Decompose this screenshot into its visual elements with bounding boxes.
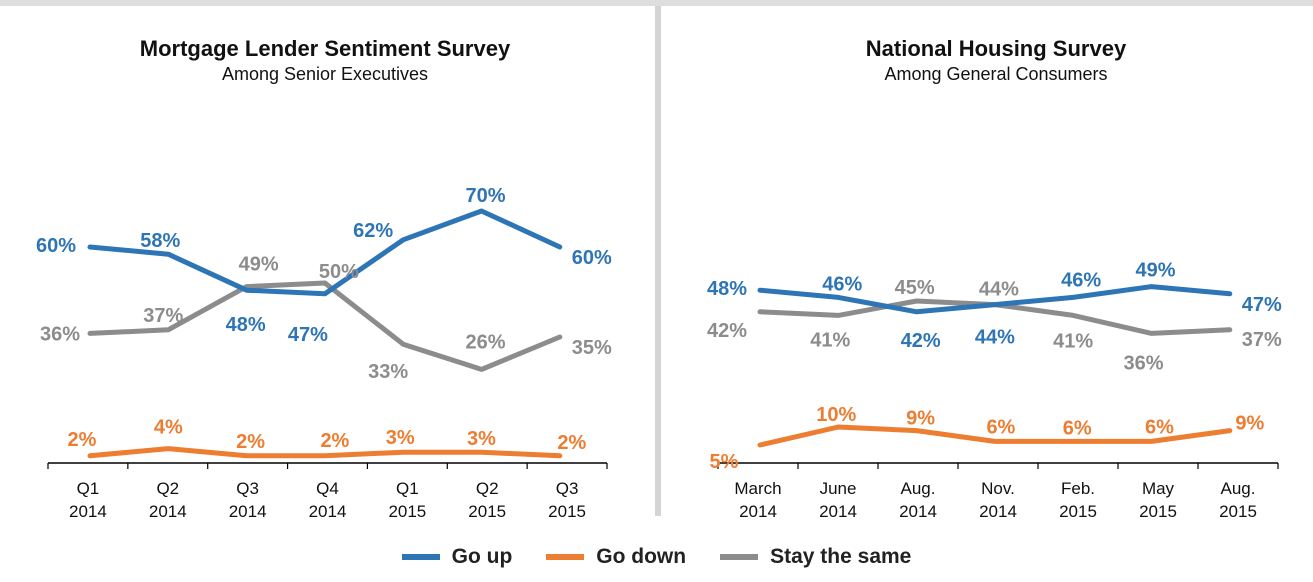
data-label-down: 3% (467, 428, 496, 450)
x-tick-label: Q3 (556, 479, 579, 498)
legend: Go up Go down Stay the same (0, 540, 1313, 574)
x-tick-label: March (734, 479, 781, 498)
x-tick-label: May (1142, 479, 1175, 498)
data-label-same: 45% (895, 277, 935, 299)
data-label-down: 2% (236, 431, 265, 453)
legend-swatch-stay-the-same (720, 554, 759, 560)
legend-label-go-up: Go up (451, 545, 513, 568)
chart-subtitle-left: Among Senior Executives (221, 64, 429, 84)
data-label-up: 49% (1135, 260, 1175, 282)
x-tick-label: 2014 (69, 502, 107, 521)
legend-label-stay-the-same: Stay the same (770, 545, 912, 568)
data-label-up: 62% (353, 220, 393, 242)
x-tick-label: Q2 (156, 479, 179, 498)
data-label-same: 36% (40, 323, 80, 345)
chart-title-right: National Housing Survey (865, 36, 1127, 61)
x-tick-label: Q1 (77, 479, 100, 498)
series-line-up (87, 208, 563, 297)
x-tick-label: 2015 (468, 502, 506, 521)
data-label-same: 41% (1053, 330, 1093, 352)
data-label-up: 48% (226, 314, 266, 336)
x-tick-label: 2014 (979, 502, 1017, 521)
data-label-down: 2% (68, 429, 97, 451)
chart-panel-1: March 2014 June 2014 Aug. 2014 Nov. 2014 Feb. 201… (707, 260, 1282, 521)
data-label-down: 3% (386, 427, 415, 449)
chart-panel-0: Q1 2014 Q2 2014 Q3 2014 Q4 2014 Q1 2015 Q2 2015 Q3 20… (36, 185, 612, 521)
data-label-same: 35% (572, 337, 612, 359)
x-tick-label: 2015 (1059, 502, 1097, 521)
data-label-down: 9% (1235, 413, 1264, 435)
x-tick-label: 2014 (739, 502, 777, 521)
legend-swatch-go-up (401, 554, 440, 560)
data-label-up: 60% (572, 247, 612, 269)
legend-item-go-up: Go up (401, 545, 513, 569)
data-label-down: 9% (906, 408, 935, 430)
top-rule (0, 0, 1313, 6)
legend-swatch-go-down (546, 554, 585, 560)
x-tick-label: Nov. (981, 479, 1015, 498)
panel-divider (655, 6, 661, 516)
data-label-up: 42% (901, 330, 941, 352)
x-tick-label: 2014 (819, 502, 857, 521)
data-label-down: 4% (154, 417, 183, 439)
data-label-up: 70% (465, 185, 505, 207)
series-line-same (87, 280, 563, 372)
x-tick-label: June (820, 479, 857, 498)
charts-canvas: Q1 2014 Q2 2014 Q3 2014 Q4 2014 Q1 2015 Q2 2015 Q3 20… (36, 185, 1282, 521)
data-label-down: 2% (320, 430, 349, 452)
x-tick-label: Q1 (396, 479, 419, 498)
data-label-up: 46% (822, 273, 862, 295)
data-label-same: 50% (319, 261, 359, 283)
chart-subtitle-right: Among General Consumers (884, 64, 1108, 84)
data-label-same: 36% (1123, 352, 1163, 374)
data-label-same: 33% (368, 361, 408, 383)
data-label-same: 37% (143, 305, 183, 327)
series-line-down (87, 446, 563, 459)
data-label-same: 37% (1242, 329, 1282, 351)
x-tick-label: 2014 (309, 502, 347, 521)
data-label-same: 41% (810, 329, 850, 351)
data-label-up: 44% (975, 327, 1015, 349)
x-tick-label: Q3 (236, 479, 259, 498)
data-label-up: 48% (707, 278, 747, 300)
x-tick-label: 2015 (1219, 502, 1257, 521)
x-tick-label: 2014 (899, 502, 937, 521)
data-label-down: 6% (1063, 417, 1092, 439)
x-tick-label: 2015 (548, 502, 586, 521)
data-label-up: 58% (140, 230, 180, 252)
x-tick-label: 2015 (388, 502, 426, 521)
data-label-down: 2% (557, 432, 586, 454)
data-label-up: 60% (36, 235, 76, 257)
data-label-up: 47% (1242, 294, 1282, 316)
data-label-up: 47% (288, 324, 328, 346)
data-label-same: 49% (239, 254, 279, 276)
data-label-down: 5% (710, 451, 739, 473)
x-tick-label: Feb. (1061, 479, 1095, 498)
legend-label-go-down: Go down (596, 545, 687, 568)
data-label-same: 44% (979, 279, 1019, 301)
x-tick-label: Q4 (316, 479, 339, 498)
data-label-down: 6% (986, 416, 1015, 438)
data-label-same: 26% (465, 331, 505, 353)
data-label-up: 46% (1061, 269, 1101, 291)
series-line-down (757, 424, 1233, 448)
series-line-up (757, 284, 1233, 315)
x-tick-label: Q2 (476, 479, 499, 498)
data-label-down: 6% (1145, 416, 1174, 438)
x-tick-label: 2014 (149, 502, 187, 521)
data-label-down: 10% (816, 404, 856, 426)
legend-item-go-down: Go down (546, 545, 686, 569)
chart-title-left: Mortgage Lender Sentiment Survey (139, 36, 511, 61)
x-tick-label: 2015 (1139, 502, 1177, 521)
x-tick-label: Aug. (1221, 479, 1256, 498)
legend-item-stay-the-same: Stay the same (720, 545, 911, 569)
data-label-same: 42% (707, 320, 747, 342)
x-tick-label: 2014 (229, 502, 267, 521)
x-tick-label: Aug. (901, 479, 936, 498)
